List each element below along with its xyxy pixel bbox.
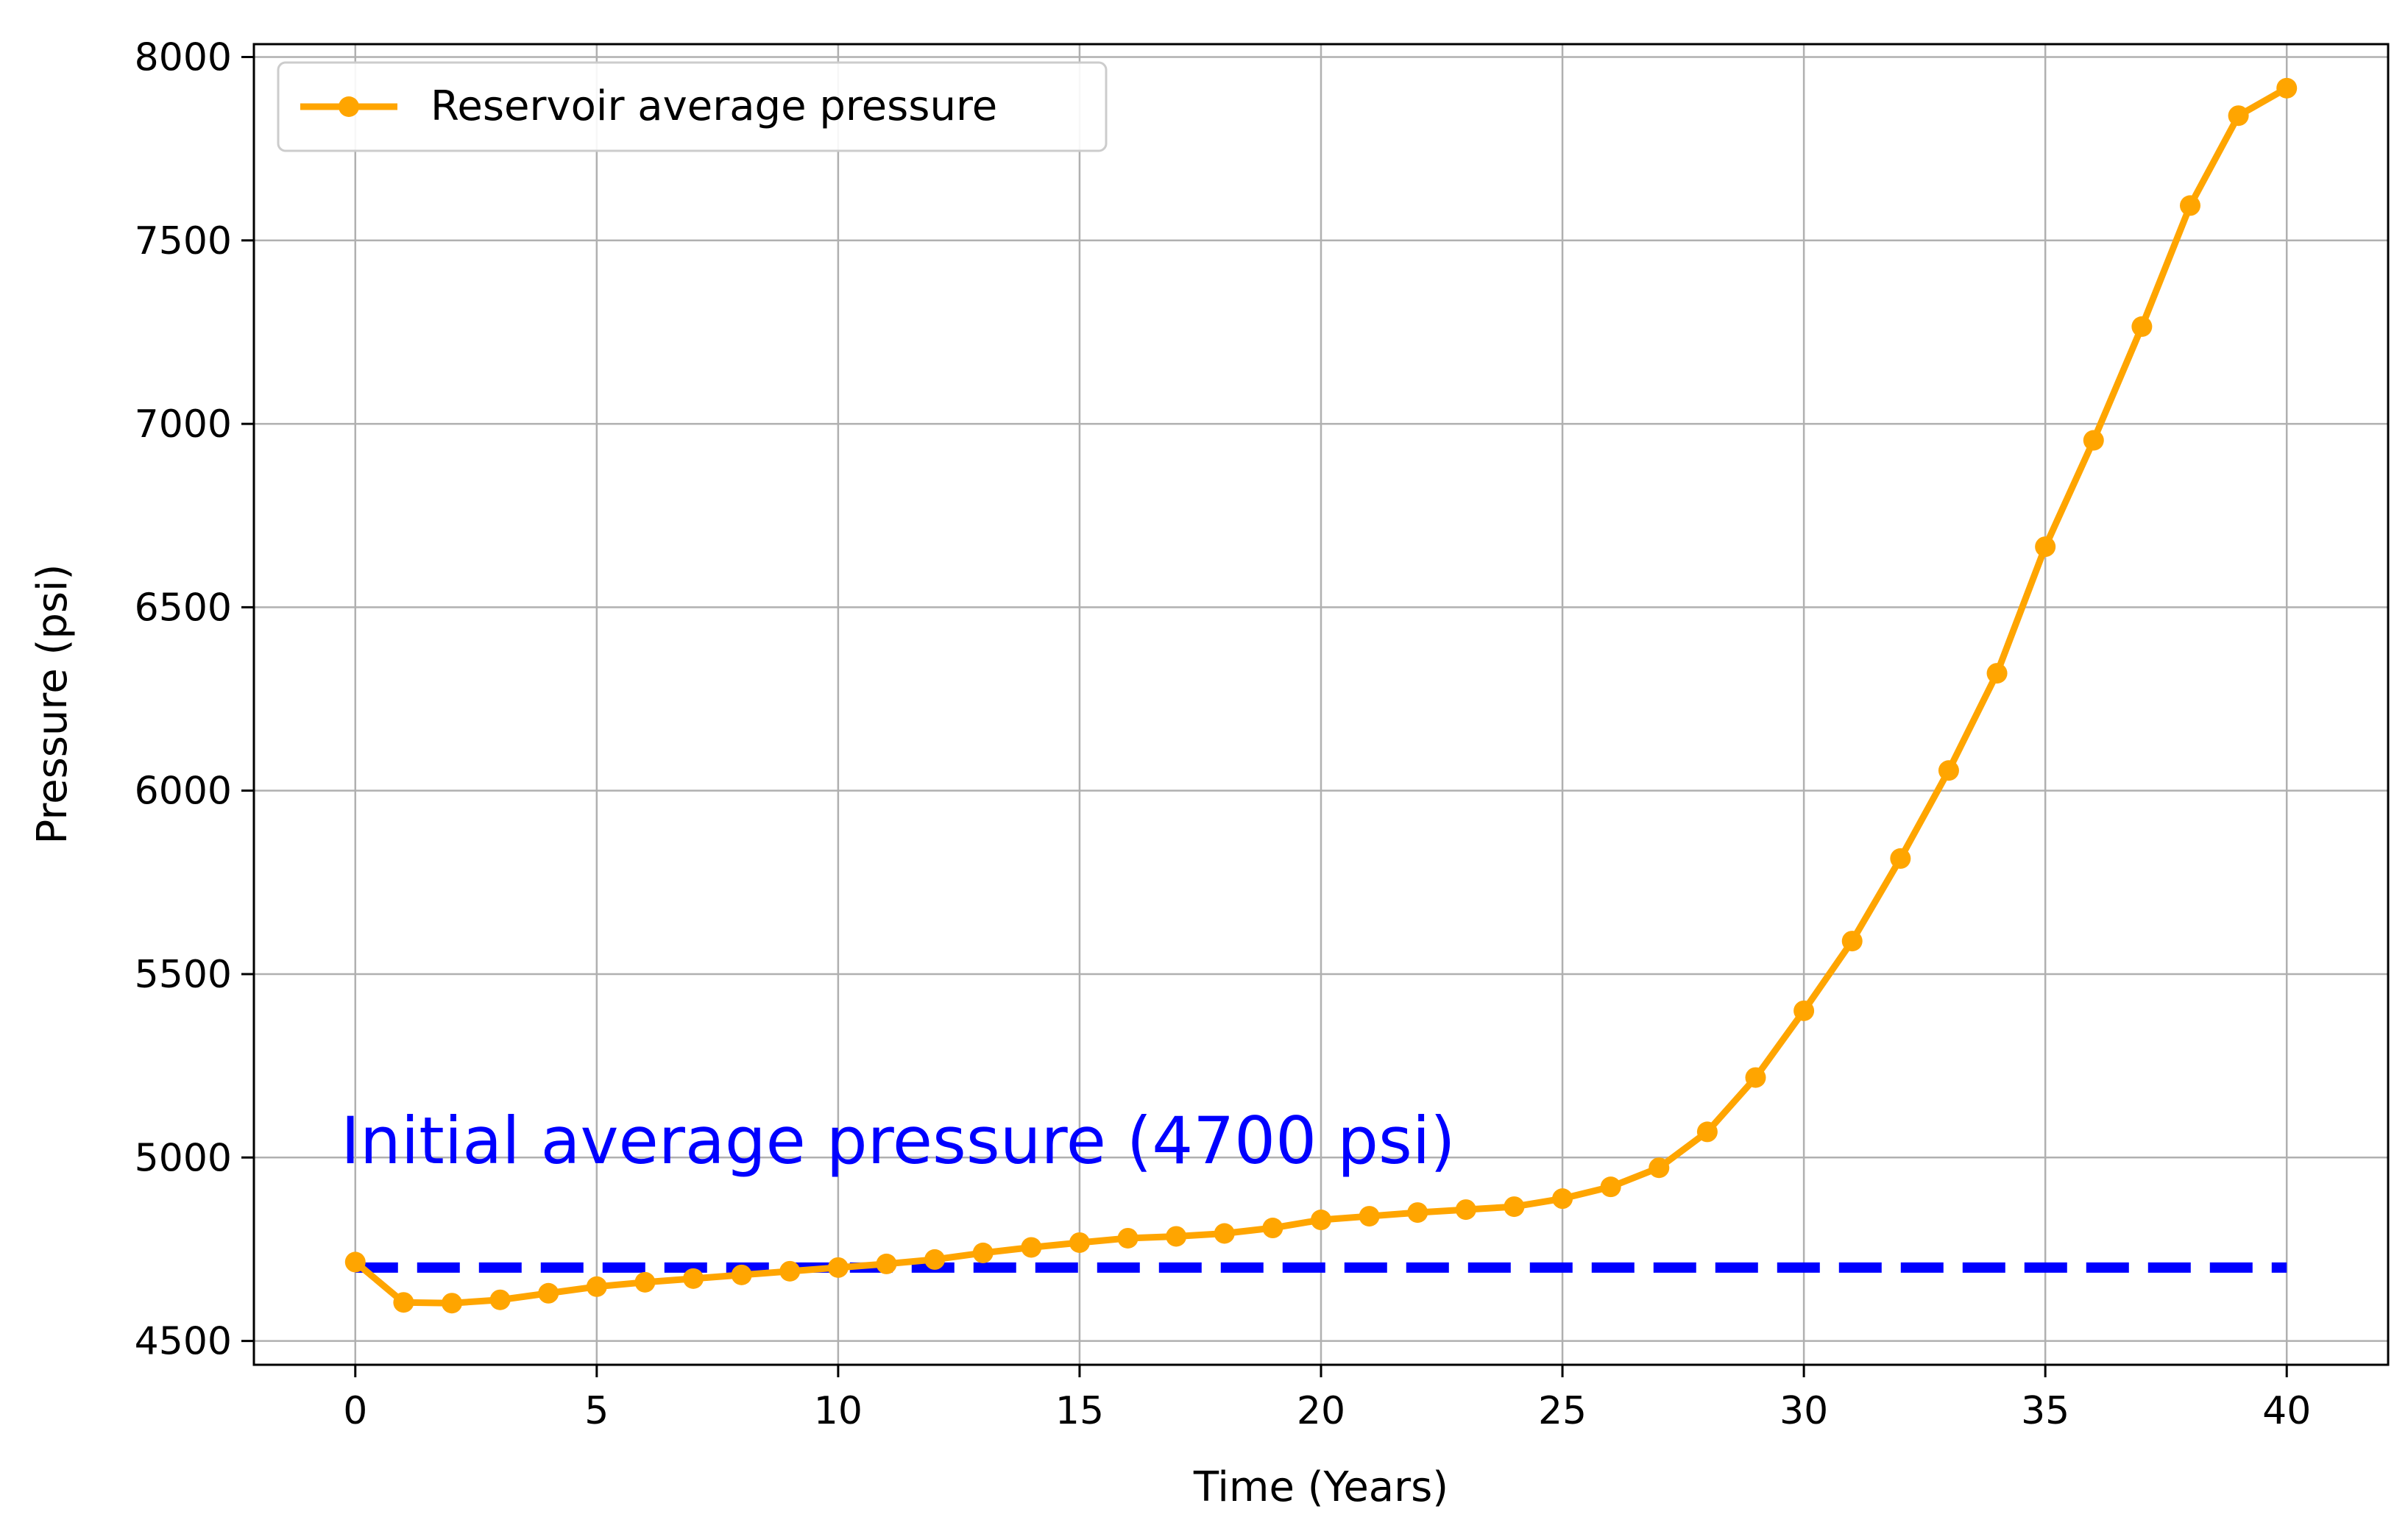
reservoir-pressure-point bbox=[2035, 536, 2056, 558]
x-tick-label: 20 bbox=[1297, 1389, 1345, 1433]
legend-label: Reservoir average pressure bbox=[431, 82, 997, 130]
initial-pressure-annotation: Initial average pressure (4700 psi) bbox=[341, 1103, 1456, 1179]
reservoir-pressure-point bbox=[1552, 1188, 1573, 1210]
reservoir-pressure-point bbox=[1600, 1176, 1621, 1198]
reservoir-pressure-point bbox=[586, 1276, 607, 1297]
reservoir-pressure-point bbox=[344, 1251, 366, 1273]
reservoir-pressure-point bbox=[538, 1282, 559, 1304]
y-tick-label: 6500 bbox=[135, 586, 232, 630]
x-tick-label: 40 bbox=[2262, 1389, 2311, 1433]
x-tick-label: 15 bbox=[1055, 1389, 1104, 1433]
reservoir-pressure-point bbox=[924, 1249, 946, 1270]
reservoir-pressure-point bbox=[1262, 1218, 1283, 1239]
annotations: Initial average pressure (4700 psi) bbox=[341, 1103, 1456, 1179]
x-tick-label: 25 bbox=[1538, 1389, 1587, 1433]
reservoir-pressure-point bbox=[2179, 195, 2200, 216]
reservoir-pressure-point bbox=[683, 1268, 704, 1289]
y-axis-label: Pressure (psi) bbox=[29, 564, 77, 845]
legend-box bbox=[277, 61, 1108, 152]
reservoir-pressure-point bbox=[2083, 430, 2104, 451]
reservoir-pressure-point bbox=[634, 1271, 656, 1293]
axis-ticks: 0 5 10 15 20 25 30 35 40 4500 5000 5500 6000 6500 7000… bbox=[135, 35, 2312, 1433]
reservoir-pressure-point bbox=[2276, 77, 2298, 99]
reservoir-pressure-point bbox=[2131, 316, 2153, 337]
legend: Reservoir average pressure bbox=[277, 61, 1108, 152]
reservoir-pressure-point bbox=[442, 1293, 463, 1314]
x-tick-label: 30 bbox=[1780, 1389, 1828, 1433]
reservoir-pressure-point bbox=[1890, 848, 1911, 869]
reservoir-pressure-point bbox=[1069, 1232, 1090, 1253]
reservoir-pressure-point bbox=[1407, 1202, 1428, 1224]
reservoir-pressure-point bbox=[1021, 1237, 1042, 1258]
reservoir-pressure-point bbox=[1359, 1206, 1380, 1227]
y-tick-label: 5000 bbox=[135, 1136, 232, 1180]
x-tick-label: 10 bbox=[814, 1389, 863, 1433]
reservoir-pressure-point bbox=[972, 1242, 994, 1263]
reservoir-pressure-point bbox=[1696, 1121, 1718, 1143]
reservoir-pressure-point bbox=[1166, 1226, 1187, 1247]
plot-area bbox=[344, 77, 2298, 1314]
reservoir-pressure-point bbox=[731, 1264, 752, 1285]
reservoir-pressure-point bbox=[1504, 1196, 1525, 1218]
reservoir-pressure-point bbox=[1745, 1067, 1766, 1088]
reservoir-pressure-point bbox=[779, 1260, 801, 1282]
y-tick-label: 4500 bbox=[135, 1320, 232, 1364]
reservoir-pressure-point bbox=[1311, 1210, 1331, 1231]
x-tick-label: 35 bbox=[2021, 1389, 2069, 1433]
x-tick-label: 5 bbox=[584, 1389, 609, 1433]
grid bbox=[254, 44, 2388, 1365]
reservoir-pressure-point bbox=[1455, 1199, 1476, 1221]
y-tick-label: 5500 bbox=[135, 953, 232, 997]
y-tick-label: 7000 bbox=[135, 402, 232, 447]
reservoir-pressure-point bbox=[1841, 931, 1863, 952]
reservoir-pressure-point bbox=[1938, 760, 1959, 781]
legend-marker-swatch bbox=[339, 96, 359, 117]
reservoir-pressure-point bbox=[489, 1289, 511, 1310]
y-tick-label: 6000 bbox=[135, 770, 232, 814]
x-tick-label: 0 bbox=[343, 1389, 367, 1433]
reservoir-pressure-point bbox=[1214, 1223, 1235, 1244]
reservoir-pressure-point bbox=[876, 1253, 897, 1274]
reservoir-pressure-point bbox=[1986, 663, 2008, 684]
reservoir-pressure-point bbox=[827, 1257, 849, 1278]
y-tick-label: 8000 bbox=[135, 35, 232, 79]
reservoir-pressure-point bbox=[2228, 105, 2249, 127]
x-axis-label: Time (Years) bbox=[1193, 1463, 1448, 1511]
reservoir-pressure-point bbox=[1117, 1227, 1139, 1249]
y-tick-label: 7500 bbox=[135, 219, 232, 263]
reservoir-pressure-point bbox=[1649, 1157, 1670, 1179]
reservoir-pressure-point bbox=[393, 1292, 414, 1313]
reservoir-pressure-point bbox=[1793, 1000, 1815, 1021]
